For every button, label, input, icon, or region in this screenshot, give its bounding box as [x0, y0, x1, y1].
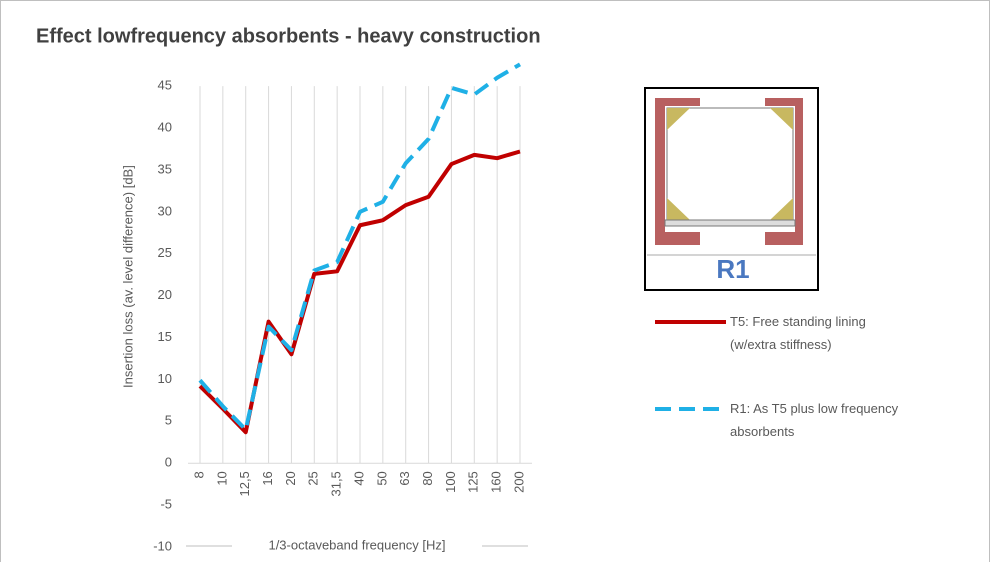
y-tick-label: 5: [165, 413, 172, 428]
x-tick-label: 63: [397, 471, 412, 485]
x-tick-label: 16: [260, 471, 275, 485]
inset: R1: [644, 87, 819, 291]
legend-label: T5: Free standing lining (w/extra stiffn…: [730, 314, 866, 352]
x-tick-label: 31,5: [329, 471, 344, 496]
y-axis-label: Insertion loss (av. level difference) [d…: [120, 165, 135, 388]
y-tick-label: 45: [158, 78, 172, 93]
inset-label: R1: [716, 254, 749, 284]
chart-title: Effect lowfrequency absorbents - heavy c…: [36, 25, 541, 47]
x-tick-label: 80: [420, 471, 435, 485]
y-tick-label: 10: [158, 371, 172, 386]
y-tick-label: 35: [158, 161, 172, 176]
y-tick-label: -10: [153, 538, 172, 553]
x-tick-label: 100: [443, 471, 458, 493]
y-tick-label: 30: [158, 203, 172, 218]
x-tick-label: 160: [489, 471, 504, 493]
y-tick-label: 40: [158, 119, 172, 134]
x-axis-label: 1/3-octaveband frequency [Hz]: [268, 537, 445, 552]
y-tick-label: 20: [158, 287, 172, 302]
x-tick-label: 10: [214, 471, 229, 485]
y-tick-label: -5: [160, 497, 172, 512]
x-tick-label: 8: [191, 471, 206, 478]
x-tick-label: 125: [466, 471, 481, 493]
y-tick-label: 25: [158, 245, 172, 260]
x-tick-label: 25: [306, 471, 321, 485]
x-tick-label: 20: [283, 471, 298, 485]
x-tick-label: 200: [511, 471, 526, 493]
x-tick-label: 12,5: [237, 471, 252, 496]
series-line: [198, 62, 522, 432]
x-tick-label: 40: [351, 471, 366, 485]
legend-label: R1: As T5 plus low frequency absorbents: [730, 401, 899, 439]
x-tick-label: 50: [374, 471, 389, 485]
y-tick-label: 0: [165, 455, 172, 470]
y-tick-label: 15: [158, 329, 172, 344]
